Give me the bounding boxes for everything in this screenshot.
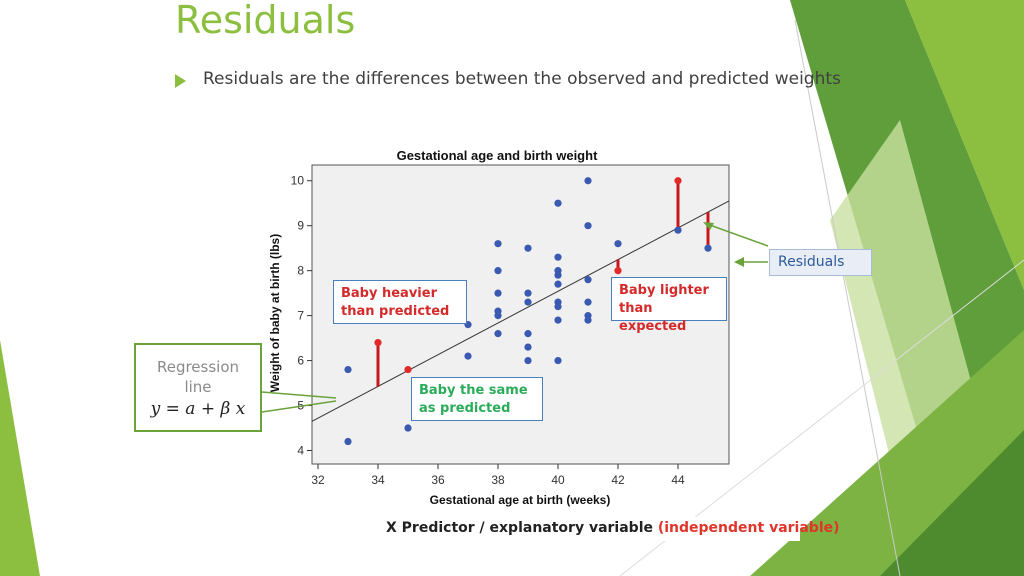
y-axis: 45678910 bbox=[291, 174, 312, 458]
x-axis-label: Gestational age at birth (weeks) bbox=[430, 493, 611, 507]
callout-baby-lighter: Baby lighter than expected bbox=[611, 277, 727, 334]
x-predictor-independent: (independent variable) bbox=[657, 520, 840, 536]
y-tick-label: 10 bbox=[291, 174, 305, 188]
data-point bbox=[494, 267, 502, 275]
highlighted-point bbox=[614, 267, 622, 275]
highlighted-point bbox=[374, 339, 382, 347]
residual-lines bbox=[376, 180, 710, 387]
data-point bbox=[494, 330, 502, 338]
data-point bbox=[584, 298, 592, 306]
data-point bbox=[584, 276, 592, 284]
regression-line-box: Regression line y = a + β x bbox=[134, 343, 262, 432]
data-point bbox=[554, 199, 562, 207]
data-point bbox=[464, 352, 472, 360]
data-point bbox=[554, 356, 562, 365]
data-point bbox=[494, 312, 502, 320]
green-stripe-mid bbox=[905, 0, 1024, 290]
green-stripe-bottom-dark bbox=[880, 430, 1024, 576]
data-point bbox=[344, 437, 352, 446]
x-tick-label: 40 bbox=[551, 473, 565, 487]
x-tick-label: 32 bbox=[311, 473, 325, 487]
callout-same-line2: as predicted bbox=[419, 401, 511, 416]
highlighted-points bbox=[374, 177, 682, 374]
regression-line bbox=[311, 200, 730, 422]
data-point bbox=[524, 289, 532, 297]
data-points bbox=[344, 177, 712, 446]
bullet-text: Residuals are the differences between th… bbox=[203, 69, 841, 89]
regression-label-line2: line bbox=[184, 378, 212, 396]
x-tick-label: 44 bbox=[671, 473, 685, 487]
data-point bbox=[524, 330, 532, 338]
thin-line-1 bbox=[794, 19, 901, 576]
data-point bbox=[524, 244, 532, 252]
residuals-label: Residuals bbox=[769, 249, 872, 276]
chart-title: Gestational age and birth weight bbox=[397, 148, 598, 163]
data-point bbox=[554, 271, 562, 279]
highlighted-point bbox=[404, 365, 412, 374]
y-tick-label: 9 bbox=[297, 219, 304, 233]
slide-title: Residuals bbox=[175, 0, 356, 42]
data-point bbox=[704, 244, 712, 252]
data-point bbox=[524, 298, 532, 306]
residuals-pointer-arrowhead bbox=[703, 222, 714, 230]
data-point bbox=[524, 356, 532, 365]
x-tick-label: 42 bbox=[611, 473, 625, 487]
x-tick-label: 36 bbox=[431, 473, 445, 487]
residuals-pointer-1 bbox=[706, 223, 769, 247]
data-point bbox=[554, 280, 562, 288]
regression-pointer-1 bbox=[261, 391, 337, 399]
callout-same-line1: Baby the same bbox=[419, 383, 528, 398]
callout-baby-same: Baby the same as predicted bbox=[411, 377, 543, 421]
x-axis: 32 34 36 38 40 42 44 bbox=[311, 464, 685, 487]
data-point bbox=[614, 240, 622, 248]
data-point bbox=[524, 343, 532, 351]
regression-label-line1: Regression bbox=[156, 358, 240, 376]
callout-lighter-line2: than expected bbox=[619, 301, 687, 334]
y-tick-label: 7 bbox=[297, 309, 304, 323]
left-green-stripe bbox=[0, 340, 40, 576]
y-tick-label: 4 bbox=[297, 444, 304, 458]
residuals-pointer-arrowhead-2 bbox=[734, 257, 744, 267]
data-point bbox=[584, 177, 592, 185]
callout-heavier-line1: Baby heavier bbox=[341, 286, 437, 301]
data-point bbox=[554, 253, 562, 261]
callout-lighter-line1: Baby lighter bbox=[619, 283, 709, 298]
y-tick-label: 8 bbox=[297, 264, 304, 278]
regression-pointer-2 bbox=[261, 400, 337, 413]
data-point bbox=[554, 316, 562, 324]
x-predictor-caption: X Predictor / explanatory variable (inde… bbox=[383, 517, 840, 541]
callout-heavier-line2: than predicted bbox=[341, 304, 450, 319]
highlighted-point bbox=[674, 177, 682, 185]
data-point bbox=[584, 316, 592, 324]
y-axis-label: Weight of baby at birth (lbs) bbox=[268, 234, 282, 392]
data-point bbox=[584, 222, 592, 230]
regression-label: Regression line bbox=[136, 357, 260, 397]
x-predictor-text: X Predictor / explanatory variable bbox=[386, 520, 658, 536]
callout-baby-heavier: Baby heavier than predicted bbox=[333, 280, 467, 324]
data-point bbox=[494, 240, 502, 248]
data-point bbox=[554, 303, 562, 311]
y-tick-label: 6 bbox=[297, 354, 304, 368]
regression-equation: y = a + β x bbox=[150, 399, 246, 419]
data-point bbox=[494, 289, 502, 297]
data-point bbox=[344, 365, 352, 374]
x-tick-label: 34 bbox=[371, 473, 385, 487]
data-point bbox=[404, 424, 412, 432]
bullet-arrow-icon bbox=[175, 74, 186, 88]
x-tick-label: 38 bbox=[491, 473, 505, 487]
data-point bbox=[674, 226, 682, 234]
